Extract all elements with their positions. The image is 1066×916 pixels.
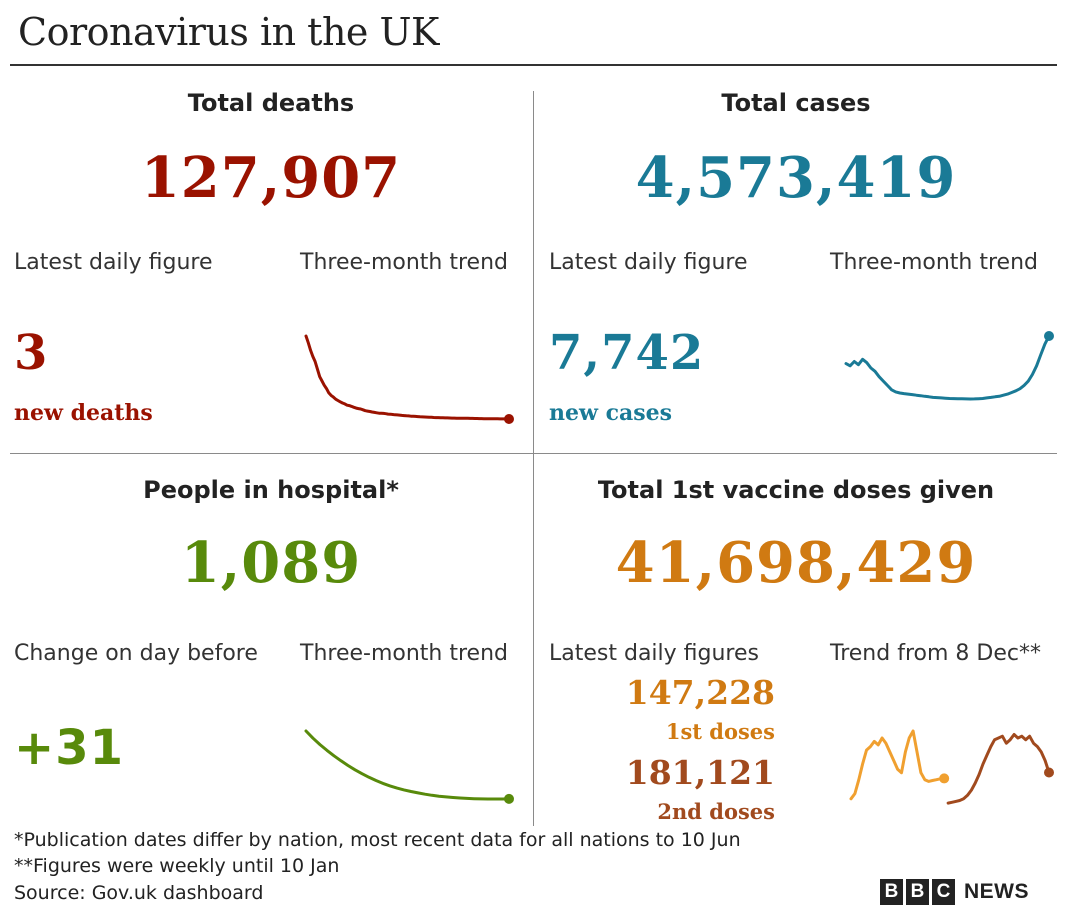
trend-endpoint-2 bbox=[1044, 767, 1054, 778]
bbc-letter-b2: B bbox=[906, 879, 929, 905]
hospital-heading: People in hospital* bbox=[143, 476, 399, 504]
trend-endpoint-1 bbox=[1044, 331, 1054, 341]
title-divider bbox=[10, 64, 1057, 66]
trend-line-1 bbox=[849, 729, 946, 801]
vaccine-second-label: 2nd doses bbox=[657, 799, 775, 824]
hospital-total: 1,089 bbox=[180, 530, 362, 596]
horizontal-divider bbox=[10, 453, 1057, 454]
cases-heading: Total cases bbox=[721, 89, 871, 117]
bbc-news-logo: B B C NEWS bbox=[880, 879, 1029, 905]
hospital-trend-chart bbox=[304, 729, 514, 804]
vaccine-daily-heading: Latest daily figures bbox=[549, 641, 759, 666]
cases-daily-value: 7,742 bbox=[549, 325, 705, 381]
footnote-publication: *Publication dates differ by nation, mos… bbox=[14, 829, 741, 851]
page-title: Coronavirus in the UK bbox=[18, 10, 439, 54]
trend-endpoint-1 bbox=[504, 793, 514, 804]
trend-line-1 bbox=[304, 334, 511, 421]
trend-endpoint-1 bbox=[939, 773, 950, 784]
vaccine-trend-heading: Trend from 8 Dec** bbox=[830, 641, 1041, 666]
hospital-daily-value: +31 bbox=[14, 720, 125, 776]
trend-line-1 bbox=[844, 334, 1051, 401]
vaccine-total: 41,698,429 bbox=[615, 530, 977, 596]
vaccine-heading: Total 1st vaccine doses given bbox=[597, 476, 995, 504]
deaths-total: 127,907 bbox=[140, 145, 402, 211]
cases-trend-heading: Three-month trend bbox=[830, 250, 1038, 275]
trend-line-1 bbox=[304, 729, 511, 801]
source-note: Source: Gov.uk dashboard bbox=[14, 882, 264, 904]
cases-total: 4,573,419 bbox=[635, 145, 957, 211]
deaths-daily-value: 3 bbox=[14, 325, 49, 381]
trend-line-2 bbox=[946, 733, 1051, 805]
deaths-daily-heading: Latest daily figure bbox=[14, 250, 213, 275]
vertical-divider bbox=[533, 91, 534, 826]
cases-trend-chart bbox=[844, 331, 1054, 401]
vaccine-trend-chart bbox=[849, 729, 1054, 805]
vaccine-second-value: 181,121 bbox=[625, 753, 775, 792]
deaths-trend-chart bbox=[304, 334, 514, 424]
bbc-letter-c: C bbox=[932, 879, 955, 905]
bbc-news-word: NEWS bbox=[964, 880, 1029, 903]
hospital-daily-heading: Change on day before bbox=[14, 641, 258, 666]
footnote-weekly: **Figures were weekly until 10 Jan bbox=[14, 855, 340, 877]
hospital-trend-heading: Three-month trend bbox=[300, 641, 508, 666]
deaths-heading: Total deaths bbox=[187, 89, 355, 117]
cases-daily-heading: Latest daily figure bbox=[549, 250, 748, 275]
vaccine-first-label: 1st doses bbox=[665, 719, 775, 744]
deaths-trend-heading: Three-month trend bbox=[300, 250, 508, 275]
vaccine-first-value: 147,228 bbox=[625, 673, 775, 712]
deaths-daily-label: new deaths bbox=[14, 400, 153, 426]
bbc-letter-b1: B bbox=[880, 879, 903, 905]
trend-endpoint-1 bbox=[504, 414, 514, 424]
cases-daily-label: new cases bbox=[549, 400, 673, 426]
